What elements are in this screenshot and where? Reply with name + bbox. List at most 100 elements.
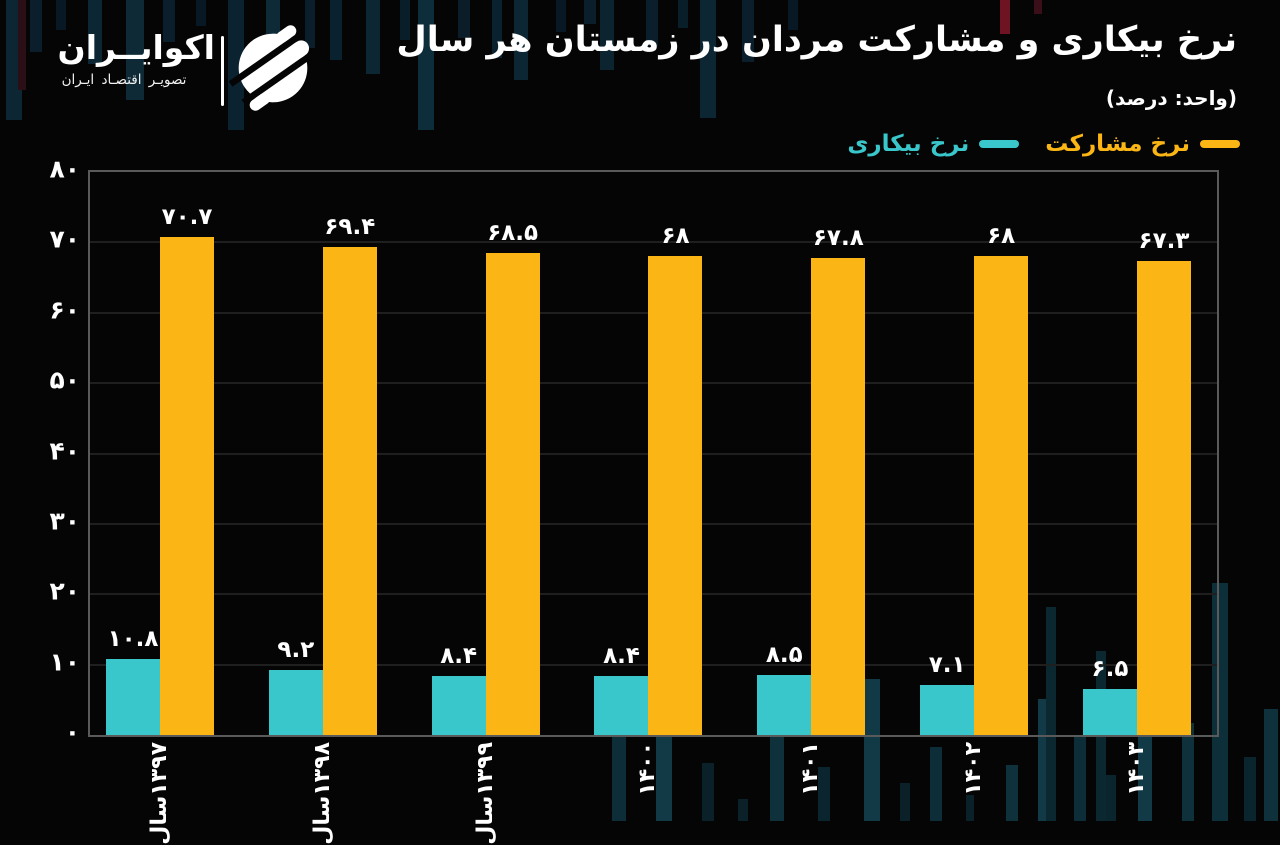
x-axis-label: ۱۳۹۹سال: [473, 742, 498, 845]
decoration-bar: [1106, 775, 1116, 821]
y-axis-tick-label: ۶۰: [49, 295, 80, 325]
unemployment-bar: ۱۰.۸: [106, 626, 160, 735]
decoration-bar: [228, 0, 244, 130]
y-axis-tick-label: ۴۰: [49, 435, 80, 465]
ecoiran-logo-icon: [229, 25, 317, 111]
x-axis-label: ۱۴۰۲: [961, 742, 986, 796]
decoration-bar: [163, 0, 175, 42]
y-axis-tick-label: ۱۰: [49, 646, 80, 676]
decoration-bar: [702, 763, 714, 821]
decoration-bar: [742, 0, 754, 62]
x-axis-label: ۱۳۹۷سال: [147, 742, 172, 845]
decoration-bar: [900, 783, 910, 821]
plot-area: ۱۰.۸ ۷۰.۷ ۹.۲ ۶۹.۴ ۸.۴ ۶۸.۵ ۸.۴ ۶۸ ۸.۵ ۶۷.۸ ۷.۱ ۶۸ ۶…: [88, 170, 1219, 737]
x-axis-label: ۱۴۰۰: [635, 742, 660, 796]
legend-label: نرخ مشارکت: [1045, 131, 1190, 157]
participation-bar: ۷۰.۷: [160, 204, 214, 735]
participation-bar: ۶۸: [974, 223, 1029, 735]
decoration-bar: [678, 0, 688, 28]
unemployment-bar: ۸.۴: [594, 643, 649, 735]
year-group: ۸.۵ ۶۷.۸: [757, 172, 866, 735]
decoration-bar: [458, 0, 470, 38]
participation-value-label: ۶۷.۳: [1138, 228, 1190, 255]
unemployment-value-label: ۹.۲: [277, 637, 315, 664]
decoration-bar: [1244, 757, 1256, 821]
decoration-bar: [1034, 0, 1042, 14]
unemployment-bar: ۶.۵: [1082, 656, 1137, 735]
unemployment-value-label: ۱۰.۸: [107, 626, 159, 652]
unemployment-bar: ۹.۲: [268, 637, 323, 735]
decoration-bar: [56, 0, 66, 30]
decoration-bar: [1182, 723, 1194, 821]
year-group: ۱۰.۸ ۷۰.۷: [106, 172, 214, 735]
y-axis-tick-label: ۰: [64, 717, 80, 747]
y-axis-tick-label: ۵۰: [49, 365, 80, 395]
decoration-bar: [492, 0, 502, 58]
decoration-bar: [600, 0, 614, 70]
decoration-bar: [126, 0, 144, 100]
decoration-bar: [196, 0, 206, 26]
participation-bar: ۶۸: [648, 223, 703, 735]
unemployment-bar: ۷.۱: [920, 652, 975, 735]
year-group: ۸.۴ ۶۸: [594, 172, 703, 735]
decoration-bar: [88, 0, 102, 64]
decoration-bar: [770, 711, 784, 821]
brand-block: اکوایــران تصویـر اقتصـاد ایـران: [33, 28, 215, 88]
legend-item-participation: نرخ مشارکت: [1045, 131, 1240, 157]
decoration-bar: [330, 0, 342, 60]
y-axis-tick-label: ۸۰: [49, 154, 80, 184]
y-axis: ۸۰ ۷۰ ۶۰ ۵۰ ۴۰ ۳۰ ۲۰ ۱۰ ۰: [26, 154, 80, 746]
decoration-bar: [1212, 583, 1228, 821]
decoration-bar: [305, 0, 315, 48]
participation-value-label: ۶۸: [987, 223, 1016, 250]
decoration-bar: [612, 733, 626, 821]
y-axis-tick-label: ۷۰: [49, 224, 80, 254]
decoration-bar: [930, 747, 942, 821]
decoration-bar: [1074, 737, 1086, 821]
participation-bar: ۶۷.۸: [811, 225, 866, 735]
unemployment-value-label: ۷.۱: [928, 652, 966, 679]
decoration-bar: [556, 0, 566, 32]
decoration-bar: [738, 799, 748, 821]
chart-title: نرخ بیکاری و مشارکت مردان در زمستان هر س…: [396, 20, 1237, 60]
y-axis-tick-label: ۲۰: [49, 576, 80, 606]
unemployment-bar: ۸.۵: [757, 642, 812, 735]
participation-value-label: ۶۷.۸: [812, 224, 864, 251]
year-group: ۷.۱ ۶۸: [920, 172, 1029, 735]
gridline: [90, 241, 1217, 244]
decoration-bar: [30, 0, 42, 52]
y-axis-tick-label: ۳۰: [49, 506, 80, 536]
decoration-bar: [1046, 607, 1056, 821]
brand-divider-line: [221, 36, 224, 106]
decoration-bar: [366, 0, 380, 74]
decoration-bar: [1006, 765, 1018, 821]
legend-dash-icon: [979, 140, 1020, 148]
decoration-bar: [818, 767, 830, 821]
participation-bar: ۶۷.۳: [1136, 228, 1191, 735]
decoration-bar: [418, 0, 434, 130]
participation-value-label: ۶۹.۴: [324, 213, 376, 240]
year-group: ۹.۲ ۶۹.۴: [268, 172, 377, 735]
x-axis-label: ۱۴۰۱: [798, 742, 823, 796]
participation-value-label: ۷۰.۷: [161, 204, 213, 231]
unemployment-value-label: ۸.۴: [603, 642, 640, 669]
legend-dash-icon: [1200, 140, 1240, 148]
decoration-bar: [700, 0, 716, 118]
participation-value-label: ۶۸.۵: [487, 219, 539, 246]
decoration-bar: [400, 0, 410, 40]
unemployment-value-label: ۸.۴: [440, 642, 478, 669]
decoration-bar: [966, 795, 974, 821]
x-axis-label: ۱۳۹۸سال: [310, 742, 335, 845]
brand-name: اکوایــران: [57, 28, 215, 67]
decoration-bar: [584, 0, 596, 24]
legend-item-unemployment: نرخ بیکاری: [847, 131, 1020, 157]
participation-value-label: ۶۸: [661, 223, 690, 250]
brand-tagline: تصویـر اقتصـاد ایـران: [61, 71, 187, 88]
decoration-bar: [1264, 709, 1278, 821]
bar-groups: ۱۰.۸ ۷۰.۷ ۹.۲ ۶۹.۴ ۸.۴ ۶۸.۵ ۸.۴ ۶۸ ۸.۵ ۶۷.۸ ۷.۱ ۶۸ ۶…: [90, 172, 1217, 735]
unemployment-value-label: ۶.۵: [1091, 656, 1129, 683]
decoration-bar: [646, 0, 658, 46]
decoration-bar: [514, 0, 528, 80]
decoration-bar: [788, 0, 798, 30]
decoration-bar: [18, 0, 26, 90]
